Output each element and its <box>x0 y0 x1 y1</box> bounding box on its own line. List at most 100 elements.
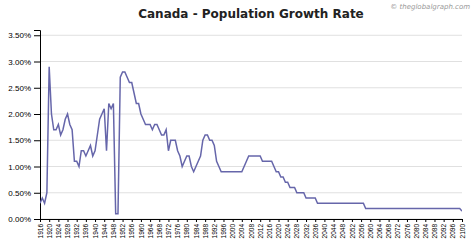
x-tick: 1984 <box>193 219 200 238</box>
x-tick-label: 1968 <box>156 224 163 239</box>
x-tick-label: 1976 <box>174 224 181 239</box>
chart: Canada - Population Growth Rate© theglob… <box>0 0 474 249</box>
y-tick: 2.50% <box>8 84 40 93</box>
x-tick: 1960 <box>137 219 144 238</box>
x-tick: 1968 <box>156 219 163 238</box>
y-tick-mark <box>34 167 40 168</box>
x-tick: 1944 <box>101 219 108 238</box>
x-tick-label: 2072 <box>394 224 401 239</box>
x-tick: 2020 <box>275 219 282 238</box>
x-tick-mark <box>223 219 224 222</box>
x-tick-mark <box>352 219 353 222</box>
x-tick-mark <box>132 219 133 222</box>
x-tick-label: 2100 <box>459 224 466 239</box>
x-tick-label: 2040 <box>321 224 328 239</box>
x-tick: 2040 <box>321 219 328 238</box>
grid-line <box>40 192 462 193</box>
x-tick: 2036 <box>312 219 319 238</box>
x-tick: 2060 <box>367 219 374 238</box>
grid-line <box>40 87 462 88</box>
x-tick: 2100 <box>459 219 466 238</box>
x-tick-label: 1932 <box>73 224 80 239</box>
grid-line <box>40 114 462 115</box>
x-tick-label: 2052 <box>348 224 355 239</box>
x-tick: 1980 <box>183 219 190 238</box>
x-tick: 1972 <box>165 219 172 238</box>
x-tick-label: 1996 <box>220 224 227 239</box>
x-tick: 1956 <box>128 219 135 238</box>
x-tick-label: 2088 <box>431 224 438 239</box>
x-tick-mark <box>343 219 344 222</box>
y-tick-mark <box>34 140 40 141</box>
y-tick-label: 1.50% <box>8 136 31 145</box>
y-tick-label: 3.00% <box>8 58 31 67</box>
x-tick: 2052 <box>348 219 355 238</box>
x-tick-mark <box>398 219 399 222</box>
x-tick-mark <box>178 219 179 222</box>
y-tick-label: 0.50% <box>8 189 31 198</box>
x-tick-mark <box>416 219 417 222</box>
x-tick-mark <box>68 219 69 222</box>
x-tick-mark <box>233 219 234 222</box>
x-tick-mark <box>279 219 280 222</box>
grid-line <box>40 166 462 167</box>
x-tick: 2044 <box>330 219 337 238</box>
x-tick-label: 1928 <box>64 224 71 239</box>
x-tick-mark <box>315 219 316 222</box>
x-tick-label: 2000 <box>229 224 236 239</box>
x-tick-label: 1980 <box>183 224 190 239</box>
y-tick-mark <box>34 219 40 220</box>
x-tick: 2088 <box>431 219 438 238</box>
x-tick-mark <box>168 219 169 222</box>
x-tick-mark <box>150 219 151 222</box>
x-tick: 2072 <box>394 219 401 238</box>
x-tick: 2048 <box>339 219 346 238</box>
x-tick: 1916 <box>37 219 44 238</box>
title: Canada - Population Growth Rate <box>138 7 364 21</box>
y-tick-mark <box>34 193 40 194</box>
x-tick-mark <box>306 219 307 222</box>
x-tick: 1992 <box>211 219 218 238</box>
y-tick-mark <box>34 62 40 63</box>
x-tick-label: 2064 <box>376 224 383 239</box>
x-tick: 2076 <box>404 219 411 238</box>
x-tick: 2068 <box>385 219 392 238</box>
x-tick: 1932 <box>73 219 80 238</box>
x-tick: 2056 <box>358 219 365 238</box>
x-tick-mark <box>86 219 87 222</box>
x-tick-label: 2032 <box>303 224 310 239</box>
x-tick-mark <box>453 219 454 222</box>
x-tick-label: 1936 <box>82 224 89 239</box>
y-tick-mark <box>34 88 40 89</box>
x-tick-label: 2028 <box>293 224 300 239</box>
y-tick: 0.00% <box>8 215 40 224</box>
x-tick-mark <box>288 219 289 222</box>
x-tick-label: 2080 <box>413 224 420 239</box>
x-tick-mark <box>205 219 206 222</box>
y-tick-mark <box>34 35 40 36</box>
x-tick-label: 2068 <box>385 224 392 239</box>
grid <box>40 35 462 219</box>
x-tick-mark <box>58 219 59 222</box>
x-tick-mark <box>113 219 114 222</box>
x-tick-mark <box>242 219 243 222</box>
x-tick-mark <box>370 219 371 222</box>
x-tick: 2004 <box>238 219 245 238</box>
y-tick-label: 0.00% <box>8 215 31 224</box>
x-tick-label: 1984 <box>193 224 200 239</box>
x-tick-label: 1952 <box>119 224 126 239</box>
x-tick-mark <box>444 219 445 222</box>
x-tick-mark <box>425 219 426 222</box>
x-tick-mark <box>269 219 270 222</box>
x-tick: 2084 <box>422 219 429 238</box>
x-tick-label: 2048 <box>339 224 346 239</box>
x-tick-label: 2008 <box>248 224 255 239</box>
y-tick-label: 2.00% <box>8 110 31 119</box>
x-tick-label: 1948 <box>110 224 117 239</box>
x-tick-label: 2056 <box>358 224 365 239</box>
x-tick-mark <box>334 219 335 222</box>
y-tick-label: 2.50% <box>8 84 31 93</box>
x-tick: 2092 <box>440 219 447 238</box>
x-tick: 1952 <box>119 219 126 238</box>
x-tick-label: 2020 <box>275 224 282 239</box>
